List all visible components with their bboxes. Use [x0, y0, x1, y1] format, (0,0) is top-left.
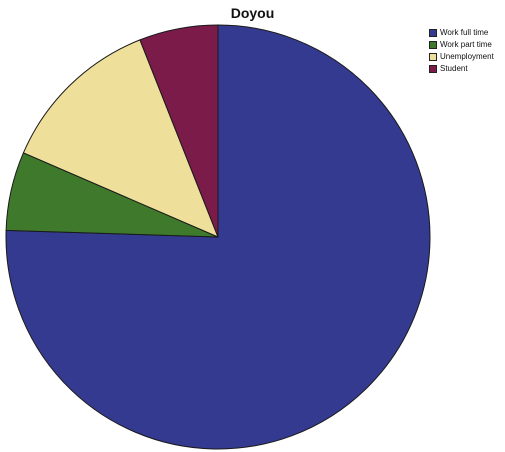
legend-swatch [429, 28, 437, 37]
legend-item-work-full-time: Work full time [429, 27, 494, 38]
legend-label: Unemployment [440, 52, 494, 61]
pie-slice-student [139, 24, 219, 238]
legend: Work full time Work part time Unemployment… [429, 27, 494, 75]
legend-label: Work part time [440, 40, 492, 49]
legend-label: Work full time [440, 28, 489, 37]
legend-swatch [429, 40, 437, 49]
legend-item-student: Student [429, 63, 494, 74]
chart-title: Doyou [230, 5, 275, 21]
pie-slice-unemployment [22, 39, 219, 238]
legend-swatch [429, 64, 437, 73]
legend-label: Student [440, 64, 468, 73]
legend-swatch [429, 52, 437, 61]
legend-item-work-part-time: Work part time [429, 39, 494, 50]
pie-slice-work-full-time [5, 24, 431, 450]
legend-item-unemployment: Unemployment [429, 51, 494, 62]
